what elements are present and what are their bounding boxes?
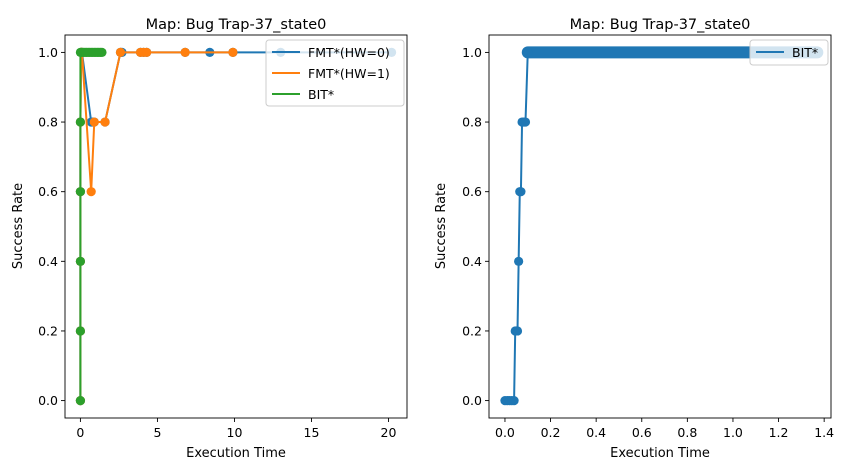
x-tick-label: 15	[304, 425, 320, 440]
y-tick-label: 1.0	[462, 45, 482, 60]
x-tick-label: 0	[76, 425, 84, 440]
left-x-ticks: 0 5 10 15 20	[76, 418, 397, 440]
x-tick-label: 0.6	[632, 425, 652, 440]
x-tick-label: 1.0	[723, 425, 743, 440]
right-y-axis-label: Success Rate	[434, 183, 449, 269]
y-tick-label: 0.6	[38, 184, 58, 199]
data-point-bit	[75, 256, 86, 266]
y-tick-label: 0.8	[462, 115, 482, 130]
right-y-ticks: 0.0 0.2 0.4 0.6 0.8 1.0	[462, 45, 489, 408]
right-legend: BIT*	[749, 39, 829, 66]
legend-label-bit: BIT*	[308, 87, 334, 102]
right-x-ticks: 0.0 0.2 0.4 0.6 0.8 1.0 1.2 1.4	[495, 418, 834, 440]
data-point-bit	[75, 326, 86, 336]
data-point-bit	[520, 117, 531, 127]
data-point-bit	[523, 47, 533, 58]
y-tick-label: 0.4	[462, 254, 482, 269]
data-point-fmt-hw-1	[100, 117, 110, 127]
left-y-axis-label: Success Rate	[11, 183, 26, 269]
data-point-fmt-hw-1	[86, 187, 96, 197]
x-tick-label: 0.8	[677, 425, 697, 440]
right-chart-title: Map: Bug Trap-37_state0	[570, 17, 751, 33]
y-tick-label: 0.2	[38, 323, 58, 338]
y-tick-label: 0.6	[462, 184, 482, 199]
legend-label-bit-right: BIT*	[792, 45, 818, 60]
right-legend-box	[749, 39, 829, 66]
x-tick-label: 0.2	[541, 425, 561, 440]
left-y-ticks: 0.0 0.2 0.4 0.6 0.8 1.0	[38, 45, 65, 408]
x-tick-label: 1.4	[814, 425, 834, 440]
x-tick-label: 0.4	[586, 425, 606, 440]
left-subplot: Map: Bug Trap-37_state0 0.0 0.2 0.4 0.6 0.8 1…	[11, 17, 408, 461]
data-point-bit	[509, 395, 519, 406]
y-tick-label: 0.0	[38, 393, 58, 408]
legend-label-fmt-hw0: FMT*(HW=0)	[308, 45, 390, 60]
x-tick-label: 5	[153, 425, 161, 440]
data-point-fmt-hw-1	[180, 47, 190, 58]
y-tick-label: 0.0	[462, 393, 482, 408]
right-subplot: Map: Bug Trap-37_state0 0.0 0.2 0.4 0.6 0.8 1…	[434, 17, 834, 461]
left-x-axis-label: Execution Time	[186, 446, 286, 461]
left-plot-data	[75, 47, 397, 406]
left-axes-frame	[64, 34, 408, 419]
left-legend: FMT*(HW=0) FMT*(HW=1) BIT*	[265, 39, 405, 107]
x-tick-label: 1.2	[769, 425, 789, 440]
data-point-fmt-hw-1	[142, 47, 152, 58]
data-point-bit	[514, 256, 524, 266]
y-tick-label: 1.0	[38, 45, 58, 60]
data-point-bit	[97, 47, 107, 58]
x-tick-label: 0.0	[495, 425, 515, 440]
x-tick-label: 10	[227, 425, 243, 440]
data-point-fmt-hw-1	[228, 47, 238, 58]
x-tick-label: 20	[381, 425, 397, 440]
data-point-bit	[75, 187, 86, 197]
data-point-bit	[75, 395, 86, 406]
right-x-axis-label: Execution Time	[610, 446, 710, 461]
right-axes-frame	[488, 34, 832, 419]
data-point-fmt-hw-1	[89, 117, 99, 127]
y-tick-label: 0.2	[462, 323, 482, 338]
left-chart-title: Map: Bug Trap-37_state0	[146, 17, 327, 33]
y-tick-label: 0.8	[38, 115, 58, 130]
left-legend-box	[265, 39, 405, 107]
data-point-bit	[512, 326, 523, 336]
data-point-bit	[516, 187, 526, 197]
legend-label-fmt-hw1: FMT*(HW=1)	[308, 66, 390, 81]
data-point-bit	[75, 117, 86, 127]
data-point-fmt-hw-1	[115, 47, 126, 58]
y-tick-label: 0.4	[38, 254, 58, 269]
